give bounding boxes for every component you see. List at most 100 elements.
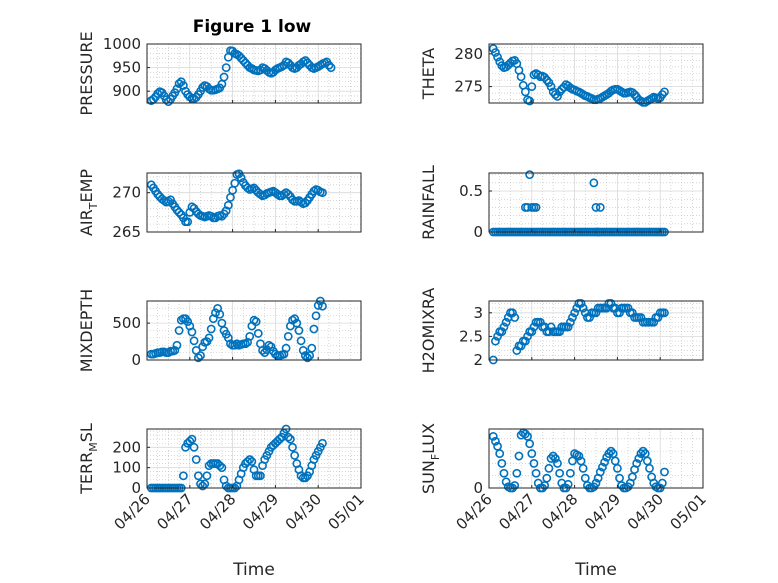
data-point bbox=[174, 326, 184, 335]
data-point bbox=[202, 471, 212, 481]
data-point bbox=[497, 327, 507, 337]
y-tick-label: 2 bbox=[473, 351, 483, 369]
x-tick-label: 04/28 bbox=[538, 490, 581, 533]
data-point bbox=[649, 317, 659, 327]
data-point bbox=[318, 301, 327, 311]
data-point bbox=[187, 202, 197, 212]
y-axis-label: AIRTEMP bbox=[77, 169, 100, 236]
y-axis-label: PRESSURE bbox=[77, 31, 96, 115]
y-axis-label: RAINFALL bbox=[419, 165, 438, 240]
data-point bbox=[283, 189, 293, 199]
data-point bbox=[153, 189, 163, 199]
y-tick-label: 500 bbox=[112, 314, 141, 332]
data-point bbox=[595, 467, 605, 477]
data-point bbox=[189, 336, 199, 346]
data-point bbox=[193, 353, 203, 363]
data-point bbox=[288, 442, 297, 452]
y-tick-label: 1000 bbox=[103, 35, 141, 53]
data-point bbox=[174, 79, 184, 89]
y-tick-label: 275 bbox=[454, 78, 483, 96]
data-point bbox=[535, 317, 545, 327]
data-point bbox=[298, 346, 308, 355]
data-point bbox=[565, 317, 575, 327]
data-point bbox=[303, 353, 312, 363]
data-point bbox=[185, 436, 195, 446]
y-tick-label: 2.5 bbox=[459, 327, 483, 345]
data-point bbox=[627, 308, 637, 318]
y-tick-label: 100 bbox=[112, 459, 141, 477]
data-point bbox=[313, 185, 323, 195]
data-point bbox=[495, 449, 505, 458]
data-point bbox=[516, 341, 526, 351]
data-point bbox=[589, 178, 599, 188]
data-point bbox=[657, 478, 667, 488]
y-tick-label: 0 bbox=[473, 223, 483, 241]
data-point bbox=[294, 326, 304, 335]
data-point bbox=[318, 188, 327, 198]
subplot-mixdepth: 0 500 MIXDEPTH bbox=[77, 289, 362, 372]
subplot-theta: 275 280 THETA bbox=[419, 43, 704, 107]
data-point bbox=[525, 170, 535, 180]
data-point bbox=[223, 200, 233, 210]
subplot-rainfall: 0 0.5 RAINFALL bbox=[419, 165, 704, 241]
data-point bbox=[660, 467, 669, 477]
data-point bbox=[598, 462, 607, 472]
data-point bbox=[221, 63, 231, 72]
x-axis-label: Time bbox=[232, 560, 275, 580]
data-point bbox=[493, 52, 502, 62]
data-point bbox=[632, 459, 642, 468]
x-tick-label: 05/01 bbox=[667, 490, 710, 533]
data-point bbox=[189, 442, 199, 452]
data-point bbox=[555, 468, 565, 478]
data-point bbox=[243, 457, 252, 466]
data-point bbox=[510, 313, 520, 322]
data-point bbox=[172, 340, 182, 350]
y-tick-label: 950 bbox=[112, 59, 141, 77]
axes-box bbox=[146, 300, 362, 361]
data-point bbox=[163, 97, 173, 106]
data-point bbox=[174, 207, 184, 217]
axes-box bbox=[488, 428, 704, 489]
data-point bbox=[501, 317, 511, 327]
data-point bbox=[570, 308, 579, 318]
data-point bbox=[221, 206, 231, 216]
data-point bbox=[595, 203, 605, 212]
data-point bbox=[606, 298, 616, 308]
data-point bbox=[249, 183, 259, 193]
data-point bbox=[546, 82, 556, 92]
data-point bbox=[516, 72, 526, 82]
data-point bbox=[290, 314, 300, 324]
data-point bbox=[191, 455, 201, 464]
data-point bbox=[313, 301, 323, 310]
data-point bbox=[196, 351, 205, 360]
data-point bbox=[172, 205, 182, 215]
data-point bbox=[324, 60, 334, 70]
x-tick-label: 04/29 bbox=[581, 490, 624, 533]
y-axis-label: THETA bbox=[419, 48, 438, 100]
data-point bbox=[219, 72, 229, 82]
data-point bbox=[234, 51, 244, 61]
subplot-pressure: 900 950 1000 PRESSURE bbox=[77, 31, 362, 116]
data-point bbox=[591, 203, 601, 212]
data-point bbox=[178, 471, 188, 481]
data-point bbox=[198, 342, 208, 352]
data-point bbox=[529, 322, 539, 332]
data-point bbox=[281, 343, 291, 353]
data-point bbox=[638, 446, 648, 456]
data-point bbox=[258, 346, 267, 355]
data-point bbox=[660, 87, 669, 97]
data-point bbox=[285, 434, 295, 444]
x-tick-label: 04/30 bbox=[624, 490, 667, 533]
data-point bbox=[238, 56, 248, 65]
data-point bbox=[546, 322, 556, 332]
data-point bbox=[311, 311, 321, 321]
data-point bbox=[531, 203, 541, 212]
data-point bbox=[300, 56, 310, 65]
data-point bbox=[578, 463, 588, 473]
data-point bbox=[600, 457, 609, 467]
data-point bbox=[645, 463, 654, 473]
data-point bbox=[247, 457, 257, 466]
data-point bbox=[206, 324, 216, 334]
data-point bbox=[256, 471, 265, 481]
